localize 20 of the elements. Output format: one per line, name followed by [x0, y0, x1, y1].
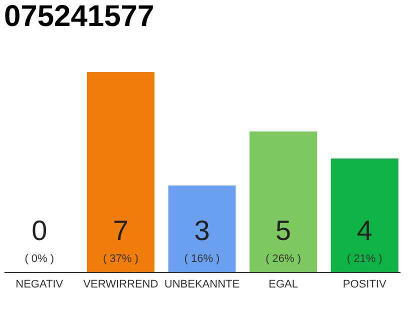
x-tick-label: EGAL: [268, 278, 298, 290]
x-tick-label: VERWIRREND: [83, 278, 158, 290]
annotation: 0: [32, 215, 48, 246]
bar: [168, 186, 236, 272]
data-label: ( 37% ): [102, 253, 138, 265]
annotation: 3: [194, 215, 210, 246]
annotation: 5: [276, 215, 292, 246]
x-tick-label: NEGATIV: [16, 278, 64, 290]
bar: [330, 158, 398, 272]
bar: [86, 72, 154, 272]
x-tick-label: UNBEKANNTE: [164, 278, 240, 290]
bar: [250, 131, 318, 272]
annotation: 7: [112, 215, 128, 246]
data-label: ( 26% ): [266, 253, 302, 265]
data-label: ( 21% ): [346, 253, 382, 265]
data-label: ( 0% ): [24, 253, 54, 265]
data-label: ( 16% ): [184, 253, 220, 265]
x-tick-label: POSITIV: [342, 278, 387, 290]
chart-title: 075241577: [4, 0, 154, 33]
annotation: 4: [356, 215, 372, 246]
